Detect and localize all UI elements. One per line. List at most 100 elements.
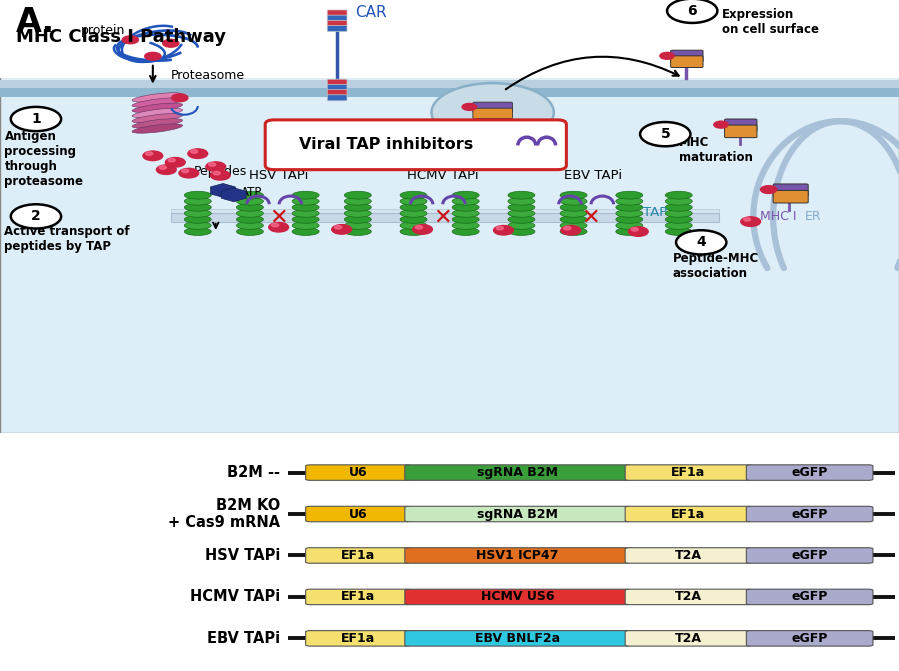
Circle shape <box>496 226 503 229</box>
Ellipse shape <box>560 221 587 229</box>
Circle shape <box>168 158 175 162</box>
Ellipse shape <box>508 197 535 205</box>
FancyBboxPatch shape <box>0 88 899 97</box>
FancyBboxPatch shape <box>473 102 512 113</box>
Ellipse shape <box>236 203 263 211</box>
Circle shape <box>432 83 554 142</box>
FancyBboxPatch shape <box>746 507 873 522</box>
FancyBboxPatch shape <box>625 465 752 480</box>
Circle shape <box>146 152 153 156</box>
Ellipse shape <box>184 209 211 217</box>
FancyBboxPatch shape <box>625 507 752 522</box>
Text: T2A: T2A <box>675 549 702 562</box>
Ellipse shape <box>236 197 263 205</box>
Text: HCMV TAPi: HCMV TAPi <box>407 169 479 182</box>
FancyBboxPatch shape <box>327 20 347 26</box>
Ellipse shape <box>665 191 692 199</box>
Circle shape <box>145 52 161 60</box>
Ellipse shape <box>452 215 479 223</box>
Ellipse shape <box>616 203 643 211</box>
Ellipse shape <box>236 215 263 223</box>
Text: eGFP: eGFP <box>791 466 828 479</box>
Ellipse shape <box>452 203 479 211</box>
FancyBboxPatch shape <box>327 90 347 96</box>
Ellipse shape <box>560 209 587 217</box>
Text: EBV TAPi: EBV TAPi <box>565 169 622 182</box>
Ellipse shape <box>132 98 182 107</box>
FancyBboxPatch shape <box>773 191 808 203</box>
Text: MHC I: MHC I <box>760 210 797 223</box>
Ellipse shape <box>400 221 427 229</box>
FancyBboxPatch shape <box>625 589 752 605</box>
FancyBboxPatch shape <box>746 548 873 563</box>
Circle shape <box>182 169 189 172</box>
Text: EF1a: EF1a <box>672 507 706 521</box>
Circle shape <box>714 121 728 128</box>
FancyBboxPatch shape <box>625 631 752 646</box>
Ellipse shape <box>132 124 182 134</box>
Ellipse shape <box>665 215 692 223</box>
Ellipse shape <box>452 197 479 205</box>
Text: Antigen
processing
through
proteasome: Antigen processing through proteasome <box>4 130 84 188</box>
Ellipse shape <box>344 197 371 205</box>
Text: protein: protein <box>81 23 125 37</box>
Text: eGFP: eGFP <box>791 590 828 603</box>
Ellipse shape <box>132 103 182 113</box>
FancyBboxPatch shape <box>171 213 719 221</box>
Ellipse shape <box>560 215 587 223</box>
Text: ✕: ✕ <box>270 208 288 227</box>
Circle shape <box>191 150 198 153</box>
Circle shape <box>640 122 690 146</box>
Text: Expression
on cell surface: Expression on cell surface <box>722 8 819 36</box>
Text: 5: 5 <box>661 127 670 141</box>
Text: Peptide-MHC
association: Peptide-MHC association <box>672 252 759 280</box>
Circle shape <box>122 36 138 44</box>
Text: TAP: TAP <box>643 205 667 219</box>
Ellipse shape <box>344 221 371 229</box>
Ellipse shape <box>400 203 427 211</box>
Ellipse shape <box>184 203 211 211</box>
Ellipse shape <box>132 108 182 117</box>
FancyBboxPatch shape <box>0 433 899 671</box>
FancyBboxPatch shape <box>327 25 347 32</box>
Ellipse shape <box>236 191 263 199</box>
Ellipse shape <box>616 221 643 229</box>
Text: 1: 1 <box>31 112 40 126</box>
Ellipse shape <box>184 227 211 236</box>
Ellipse shape <box>236 209 263 217</box>
Ellipse shape <box>665 209 692 217</box>
Ellipse shape <box>508 221 535 229</box>
Circle shape <box>209 163 216 166</box>
Circle shape <box>156 165 176 174</box>
Text: HSV1 ICP47: HSV1 ICP47 <box>476 549 559 562</box>
Text: HSV TAPi: HSV TAPi <box>249 169 308 182</box>
Text: CAR: CAR <box>355 5 387 20</box>
FancyBboxPatch shape <box>306 631 410 646</box>
Text: EBV BNLF2a: EBV BNLF2a <box>475 632 560 645</box>
Text: HCMV US6: HCMV US6 <box>481 590 555 603</box>
Ellipse shape <box>132 113 182 123</box>
Ellipse shape <box>452 191 479 199</box>
Ellipse shape <box>292 227 319 236</box>
Ellipse shape <box>616 215 643 223</box>
Ellipse shape <box>560 197 587 205</box>
Text: ATP: ATP <box>241 186 263 199</box>
Ellipse shape <box>400 215 427 223</box>
Ellipse shape <box>344 227 371 236</box>
Ellipse shape <box>184 221 211 229</box>
Ellipse shape <box>292 203 319 211</box>
Ellipse shape <box>508 191 535 199</box>
Text: B2M KO
+ Cas9 mRNA: B2M KO + Cas9 mRNA <box>168 498 280 530</box>
Ellipse shape <box>560 227 587 236</box>
Ellipse shape <box>400 227 427 236</box>
Ellipse shape <box>292 215 319 223</box>
Ellipse shape <box>292 191 319 199</box>
Ellipse shape <box>665 197 692 205</box>
FancyBboxPatch shape <box>306 589 410 605</box>
Ellipse shape <box>452 227 479 236</box>
Ellipse shape <box>452 221 479 229</box>
Text: 6: 6 <box>688 4 697 18</box>
FancyBboxPatch shape <box>671 56 703 68</box>
Text: T2A: T2A <box>675 590 702 603</box>
Ellipse shape <box>292 209 319 217</box>
